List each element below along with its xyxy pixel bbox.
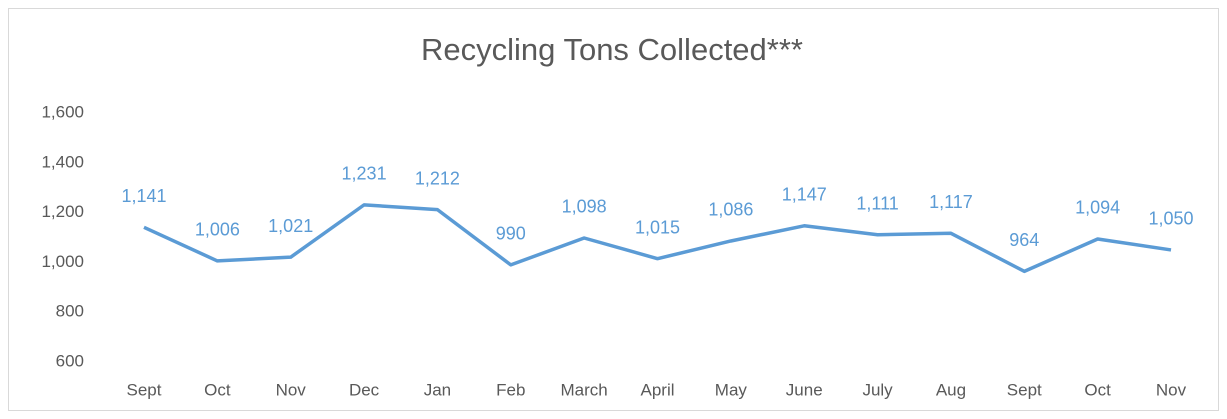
- y-tick-label: 1,600: [41, 102, 84, 121]
- data-label: 990: [496, 224, 526, 244]
- data-label: 1,006: [195, 220, 240, 240]
- x-tick-label: March: [561, 380, 608, 399]
- data-label: 1,231: [342, 164, 387, 184]
- x-tick-label: Oct: [204, 380, 231, 399]
- x-tick-label: Nov: [1156, 380, 1187, 399]
- y-tick-label: 800: [56, 302, 84, 321]
- data-label: 1,111: [856, 194, 898, 214]
- x-tick-label: Sept: [1007, 380, 1042, 399]
- data-label: 1,086: [708, 200, 753, 220]
- data-label: 1,117: [929, 192, 973, 212]
- x-tick-label: July: [862, 380, 893, 399]
- data-label: 1,050: [1148, 209, 1193, 229]
- x-tick-label: June: [786, 380, 823, 399]
- y-tick-label: 1,200: [41, 202, 84, 221]
- data-line: [143, 203, 1172, 274]
- data-label: 1,015: [635, 217, 680, 237]
- data-label: 1,021: [268, 216, 313, 236]
- x-tick-label: Feb: [496, 380, 525, 399]
- x-tick-label: Jan: [424, 380, 451, 399]
- x-tick-label: Sept: [126, 380, 161, 399]
- data-label: 1,141: [121, 186, 166, 206]
- x-tick-label: Aug: [936, 380, 966, 399]
- y-tick-label: 1,400: [41, 152, 84, 171]
- x-tick-label: Oct: [1084, 380, 1111, 399]
- x-tick-label: May: [715, 380, 748, 399]
- x-tick-label: Dec: [349, 380, 380, 399]
- x-tick-label: Nov: [276, 380, 307, 399]
- y-tick-label: 1,000: [41, 252, 84, 271]
- data-label: 1,098: [562, 197, 607, 217]
- x-tick-label: April: [640, 380, 674, 399]
- data-label: 1,147: [782, 185, 827, 205]
- y-tick-label: 600: [56, 351, 84, 370]
- data-label: 1,212: [415, 168, 460, 188]
- data-label: 964: [1009, 230, 1039, 250]
- data-label: 1,094: [1075, 198, 1120, 218]
- chart-title: Recycling Tons Collected***: [421, 32, 803, 67]
- chart-border: [8, 8, 1219, 411]
